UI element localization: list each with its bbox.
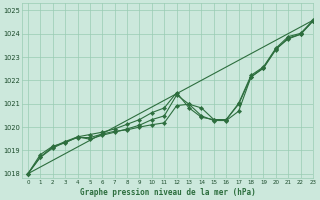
X-axis label: Graphe pression niveau de la mer (hPa): Graphe pression niveau de la mer (hPa) [79, 188, 255, 197]
